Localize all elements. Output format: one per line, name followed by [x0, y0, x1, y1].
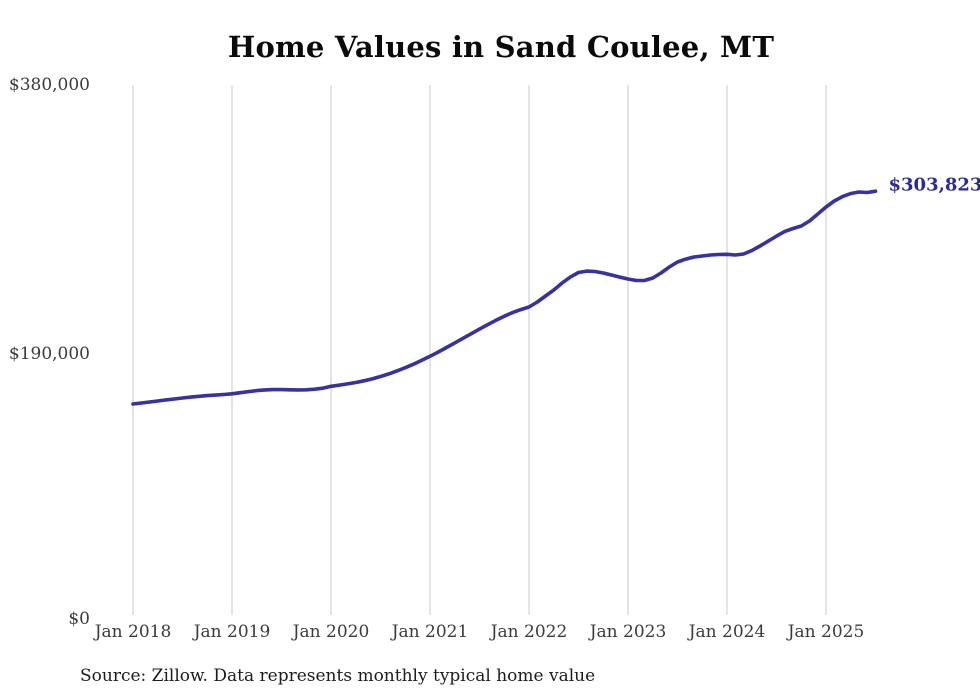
- x-tick-label-jan-2025: Jan 2025: [787, 622, 865, 642]
- x-tick-label-jan-2019: Jan 2019: [193, 622, 271, 642]
- home-value-line-series: [131, 189, 878, 406]
- y-tick-label-190000: $190,000: [8, 344, 90, 364]
- end-value-label: $303,823: [888, 174, 980, 196]
- source-note: Source: Zillow. Data represents monthly …: [80, 666, 596, 686]
- x-tick-label-jan-2021: Jan 2021: [391, 622, 469, 642]
- x-tick-label-jan-2022: Jan 2022: [490, 622, 568, 642]
- x-tick-label-jan-2024: Jan 2024: [688, 622, 766, 642]
- vertical-gridlines: [132, 85, 827, 615]
- y-tick-label-0: $0: [68, 609, 90, 629]
- y-tick-label-380000: $380,000: [8, 75, 90, 95]
- chart-title: Home Values in Sand Coulee, MT: [227, 30, 775, 64]
- x-tick-label-jan-2018: Jan 2018: [94, 622, 172, 642]
- x-tick-label-jan-2023: Jan 2023: [589, 622, 667, 642]
- x-tick-label-jan-2020: Jan 2020: [292, 622, 370, 642]
